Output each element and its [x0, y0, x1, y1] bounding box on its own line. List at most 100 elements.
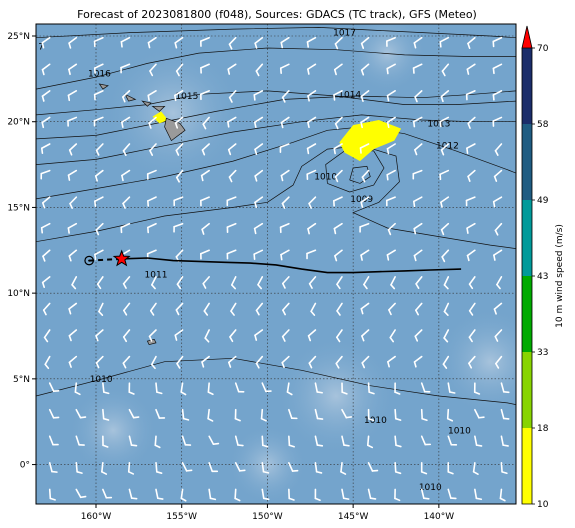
- x-tick-label: 150°W: [252, 512, 283, 522]
- wind-barb: [120, 36, 131, 48]
- wind-barb: [128, 488, 138, 500]
- current-position-star: [112, 249, 131, 267]
- wind-barb: [314, 408, 324, 420]
- wind-barb: [420, 382, 431, 393]
- wind-barb: [95, 329, 104, 342]
- wind-barb: [467, 116, 476, 129]
- wind-barb: [288, 435, 295, 448]
- wind-barb: [93, 63, 104, 74]
- wind-barb: [41, 116, 51, 129]
- wind-barb: [386, 63, 396, 75]
- y-tick-label: 15°N: [7, 203, 30, 213]
- wind-barb: [360, 196, 370, 208]
- wind-barb: [361, 169, 370, 183]
- wind-barb: [174, 90, 184, 102]
- wind-barb: [69, 196, 78, 209]
- wind-barb: [68, 302, 78, 315]
- wind-barb: [155, 382, 163, 395]
- wind-barb: [413, 249, 423, 262]
- wind-barb: [440, 143, 450, 156]
- wind-barb: [367, 408, 375, 422]
- x-tick-label: 145°W: [338, 512, 369, 522]
- wind-barb: [441, 63, 450, 77]
- wind-barb: [361, 355, 370, 369]
- isobar-label: 1014: [338, 90, 361, 100]
- x-tick-label: 140°W: [424, 512, 455, 522]
- wind-barb: [341, 488, 350, 500]
- wind-barb: [67, 116, 78, 127]
- wind-barb: [468, 329, 476, 343]
- colorbar-tick-label: 10: [537, 500, 549, 510]
- wind-barb: [94, 169, 104, 182]
- wind-barb: [280, 36, 290, 49]
- wind-barb: [414, 329, 423, 342]
- wind-barb: [147, 36, 157, 49]
- wind-barb: [254, 169, 264, 182]
- wind-barb: [42, 302, 51, 316]
- wind-barb: [200, 169, 210, 182]
- isobar-label: 1017: [333, 29, 356, 39]
- wind-barb: [48, 488, 56, 501]
- wind-barb: [413, 36, 423, 49]
- wind-barb: [48, 408, 60, 419]
- island-outline: [141, 100, 152, 107]
- low-wind-patch: [68, 385, 159, 476]
- wind-barb: [279, 63, 290, 74]
- wind-barb: [443, 276, 450, 290]
- wind-barb: [121, 116, 131, 128]
- wind-barb: [42, 196, 51, 209]
- wind-barb: [148, 329, 157, 342]
- wind-barb: [68, 63, 78, 76]
- isobar-line: [36, 357, 516, 405]
- wind-barb: [228, 36, 237, 50]
- wind-barb: [204, 329, 210, 343]
- wind-barb: [41, 90, 51, 102]
- wind-barb: [386, 36, 396, 47]
- wind-barb: [48, 382, 60, 393]
- high-wind-areas: [152, 111, 402, 162]
- wind-barb: [333, 63, 343, 76]
- wind-barb: [208, 488, 217, 501]
- wind-barb: [173, 196, 184, 207]
- wind-barb: [308, 355, 317, 369]
- isobar-line: [36, 90, 516, 140]
- wind-barb: [360, 249, 370, 261]
- wind-barb: [122, 143, 131, 157]
- wind-barb: [306, 249, 317, 260]
- wind-barb: [333, 222, 343, 235]
- isobar-contours: 1017 7 1016 1015 1014 1013 1012 1011 1010 1009 101…: [36, 27, 516, 493]
- wind-barb: [207, 382, 214, 396]
- wind-barb: [494, 222, 503, 236]
- wind-barb: [387, 355, 396, 368]
- wind-barb: [68, 329, 78, 342]
- wind-barb: [500, 435, 509, 447]
- wind-barb: [176, 355, 184, 369]
- wind-barb: [387, 222, 396, 236]
- wind-barb: [500, 382, 510, 394]
- wind-barb: [128, 382, 135, 395]
- wind-barb: [334, 249, 343, 262]
- wind-barb: [201, 143, 210, 156]
- wind-barb: [306, 143, 317, 155]
- wind-barb: [306, 169, 317, 180]
- wind-barb: [492, 90, 503, 101]
- chart-title: Forecast of 2023081800 (f048), Sources: …: [77, 8, 477, 21]
- wind-barb: [102, 435, 109, 448]
- wind-barb: [335, 355, 343, 369]
- wind-barb: [155, 488, 164, 500]
- wind-barb: [413, 222, 423, 235]
- wind-barb: [95, 222, 104, 236]
- colorbar-tick-label: 58: [537, 120, 549, 130]
- wind-barb: [150, 355, 157, 370]
- wind-barb: [439, 169, 450, 181]
- wind-barb: [42, 249, 51, 262]
- wind-barb: [412, 63, 423, 74]
- wind-barb: [230, 276, 237, 290]
- wind-barb: [447, 435, 458, 446]
- wind-barb: [314, 462, 323, 474]
- wind-barb: [227, 116, 237, 128]
- wind-barb: [307, 63, 317, 75]
- wind-barb: [415, 276, 423, 289]
- wind-barb: [71, 276, 78, 290]
- wind-barb: [255, 63, 264, 77]
